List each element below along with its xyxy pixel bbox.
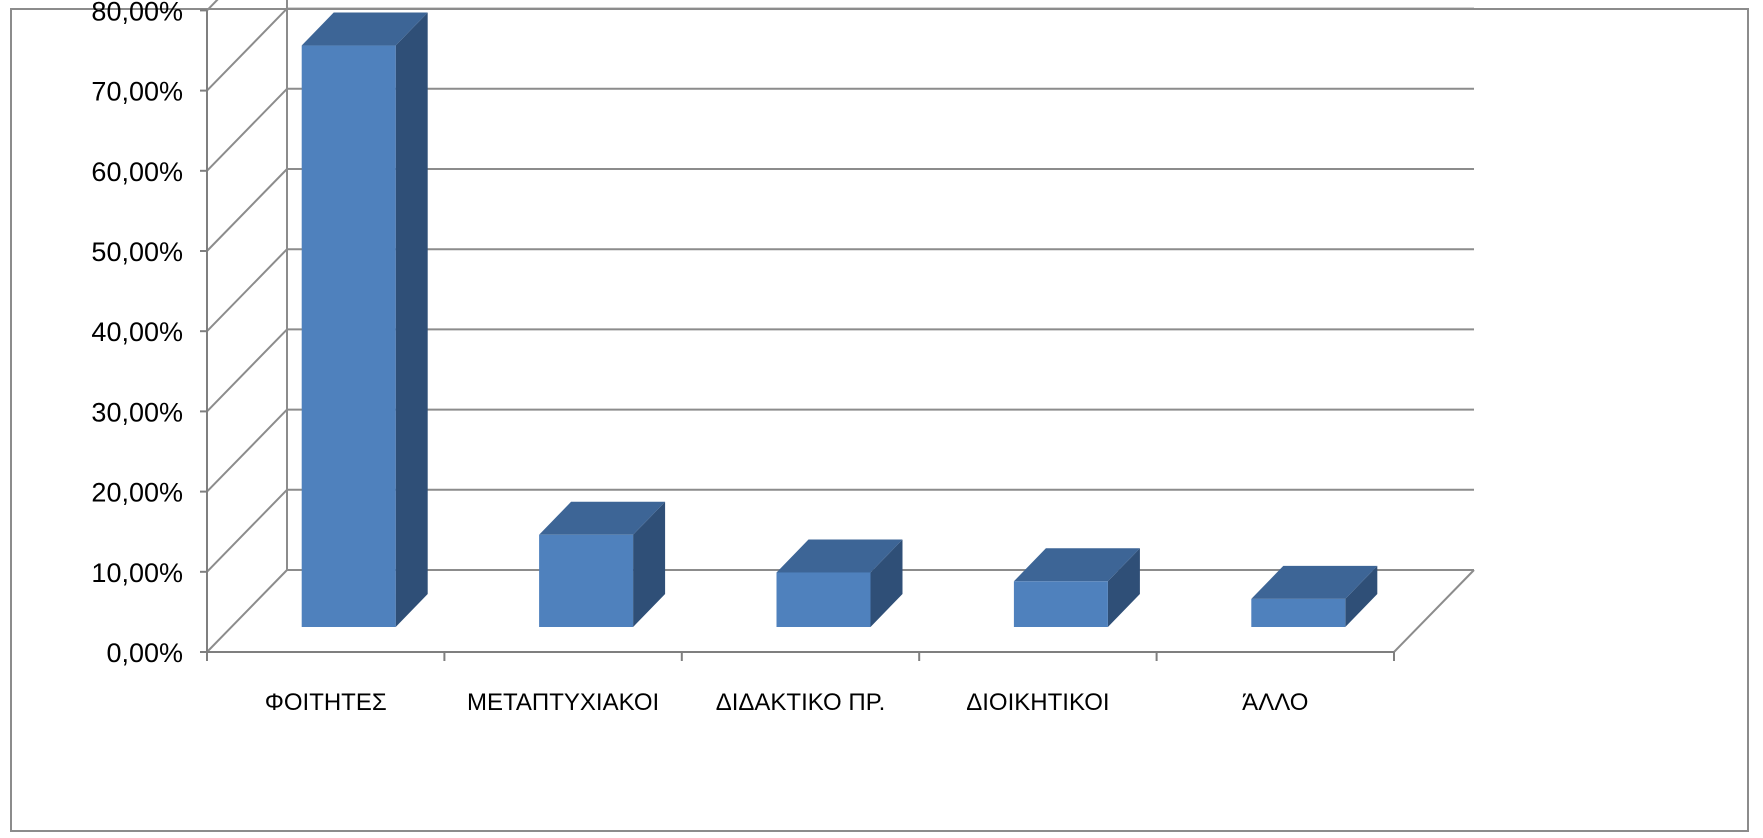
y-tick-label: 50,00% [91, 237, 183, 267]
bar-side-face [1107, 548, 1140, 627]
bar-2 [539, 501, 666, 627]
x-category-label: ΆΛΛΟ [1242, 689, 1308, 716]
x-category-label: ΔΙΔΑΚΤΙΚΟ ΠΡ. [716, 689, 886, 716]
bar-1 [301, 12, 428, 628]
y-tick-label: 60,00% [91, 157, 183, 187]
bar-top-face [301, 12, 428, 46]
y-tick-label: 30,00% [91, 397, 183, 427]
side-wall-gridline [206, 248, 288, 332]
side-wall-gridline [206, 7, 288, 92]
y-tick-label: 40,00% [91, 317, 183, 347]
bar-5 [1251, 565, 1378, 627]
x-category-label: ΦΟΙΤΗΤΕΣ [265, 689, 387, 716]
bar-side-face [395, 12, 428, 628]
y-tick-label: 80,00% [91, 0, 183, 26]
bar-front-face [1013, 581, 1108, 627]
bar-front-face [539, 534, 634, 627]
side-wall-gridline [206, 328, 288, 413]
bar-top-face [776, 539, 903, 573]
side-wall-gridline [206, 88, 288, 172]
bar-side-face [1345, 565, 1378, 627]
x-category-label: ΜΕΤΑΠΤΥΧΙΑΚΟΙ [467, 689, 659, 716]
bar-3 [776, 539, 903, 627]
bar-front-face [1251, 598, 1346, 627]
side-wall-gridline [206, 0, 219, 12]
bar-front-face [776, 572, 871, 627]
y-tick-label: 20,00% [91, 478, 183, 508]
bar-top-face [1251, 565, 1378, 599]
y-tick-label: 0,00% [106, 638, 183, 668]
y-tick-label: 70,00% [91, 77, 183, 107]
chart-frame [10, 8, 1749, 832]
side-wall-gridline [206, 168, 288, 252]
bar-top-face [1013, 548, 1140, 582]
side-wall-gridline [206, 489, 288, 573]
side-wall-gridline [206, 408, 288, 493]
bar-top-face [539, 501, 666, 535]
bar-side-face [870, 539, 903, 627]
bar-4 [1013, 548, 1140, 627]
bar-front-face [301, 45, 396, 628]
y-tick-label: 10,00% [91, 558, 183, 588]
x-category-label: ΔΙΟΙΚΗΤΙΚΟΙ [966, 689, 1109, 716]
side-wall-gridline [206, 569, 288, 653]
bar-side-face [633, 501, 666, 627]
floor-right-edge [1393, 569, 1475, 653]
